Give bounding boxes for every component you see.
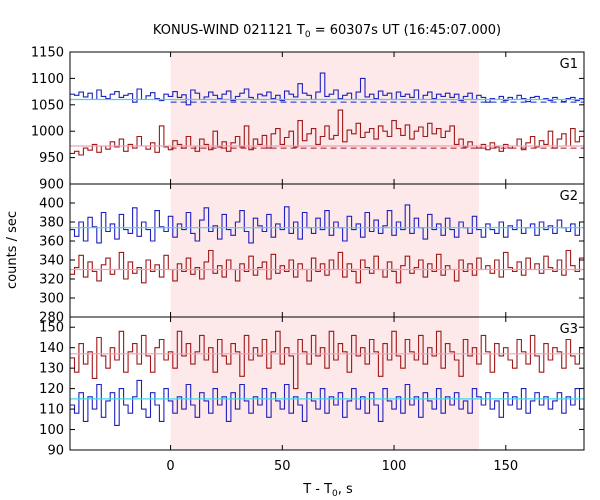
series-red-g2 <box>70 249 584 284</box>
y-tick-label: 1100 <box>31 72 64 87</box>
y-tick-label: 300 <box>39 292 64 307</box>
panel-g1 <box>70 72 584 156</box>
y-tick-label: 340 <box>39 254 64 269</box>
panel-label-g3: G3 <box>560 322 578 337</box>
x-tick-label: 50 <box>274 459 291 474</box>
y-tick-label: 950 <box>39 151 64 166</box>
series-blue-g3 <box>70 379 584 426</box>
frame-layer: 900 950 1000 1050 1100 1150 G1 280 300 320 340 360 3… <box>31 46 585 459</box>
y-tick-label: 1150 <box>31 46 64 61</box>
y-tick-label: 140 <box>39 341 64 356</box>
y-tick-label: 320 <box>39 273 64 288</box>
series-blue-g2 <box>70 204 584 244</box>
panel-label-g2: G2 <box>560 189 578 204</box>
chart-title: KONUS-WIND 021121 T0 = 60307s UT (16:45:… <box>153 23 501 40</box>
x-axis: 0 50 100 150 <box>166 459 518 474</box>
y-tick-label: 120 <box>39 382 64 397</box>
y-tick-label: 400 <box>39 197 64 212</box>
panel-frame-g3 <box>69 316 585 451</box>
y-axis-label: counts / sec <box>5 211 20 289</box>
y-tick-label: 130 <box>39 362 64 377</box>
panel-g3 <box>70 330 584 426</box>
y-tick-label: 280 <box>39 311 64 326</box>
x-tick-label: 150 <box>493 459 518 474</box>
y-tick-label: 360 <box>39 235 64 250</box>
y-tick-label: 110 <box>39 403 64 418</box>
series-red-g1 <box>70 109 584 156</box>
y-tick-label: 1000 <box>31 125 64 140</box>
x-tick-label: 100 <box>382 459 407 474</box>
x-axis-label: T - T0, s <box>302 482 353 499</box>
panels-layer <box>70 72 584 426</box>
series-red-g3 <box>70 330 584 390</box>
y-tick-label: 150 <box>39 321 64 336</box>
y-tick-label: 90 <box>47 444 64 459</box>
panel-label-g1: G1 <box>560 57 578 72</box>
y-tick-label: 100 <box>39 423 64 438</box>
highlight-interval <box>170 52 479 450</box>
y-tick-label: 1050 <box>31 98 64 113</box>
panel-g2 <box>70 204 584 284</box>
x-tick-label: 0 <box>166 459 174 474</box>
y-tick-label: 900 <box>39 178 64 193</box>
y-tick-label: 380 <box>39 216 64 231</box>
